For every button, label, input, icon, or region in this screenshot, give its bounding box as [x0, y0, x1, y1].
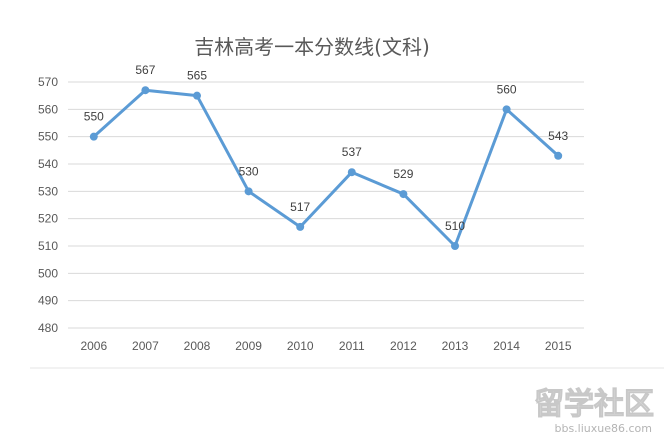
series-line	[92, 88, 560, 248]
data-point	[141, 86, 150, 95]
y-tick-label: 500	[38, 266, 58, 280]
data-point	[296, 222, 305, 231]
x-tick-label: 2012	[390, 339, 417, 353]
y-tick-label: 550	[38, 130, 58, 144]
gridlines	[68, 81, 584, 329]
data-label: 560	[497, 82, 517, 96]
x-tick-label: 2011	[339, 339, 365, 353]
data-label: 537	[342, 145, 362, 159]
data-point	[502, 105, 511, 114]
x-tick-label: 2009	[235, 339, 262, 353]
x-axis-tick-labels: 2006 2007 2008 2009 2010 2011 2012 2013 2014 2015	[80, 339, 571, 353]
data-point	[451, 242, 459, 250]
y-tick-label: 570	[38, 75, 58, 89]
y-tick-label: 480	[38, 321, 58, 335]
data-point	[244, 187, 253, 196]
data-label: 543	[548, 129, 568, 143]
data-label: 550	[84, 110, 104, 124]
y-tick-label: 510	[38, 239, 58, 253]
data-label: 530	[239, 164, 259, 178]
data-point	[193, 91, 201, 100]
data-labels: 550 567 565 530 517 537 529 510 560 543	[84, 63, 569, 233]
data-point	[347, 168, 356, 177]
series	[89, 86, 563, 250]
data-label: 567	[135, 63, 155, 77]
data-point	[89, 132, 98, 141]
y-axis-tick-labels: 480 490 500 510 520 530 540 550 560 570	[38, 75, 58, 335]
y-tick-label: 530	[38, 184, 58, 198]
x-tick-label: 2014	[493, 339, 520, 353]
watermark: 留学社区 bbs.liuxue86.com	[534, 387, 655, 436]
watermark-url: bbs.liuxue86.com	[554, 422, 652, 435]
y-tick-label: 560	[38, 102, 58, 116]
y-tick-label: 540	[38, 157, 58, 171]
y-tick-label: 490	[38, 294, 58, 308]
y-tick-label: 520	[38, 212, 58, 226]
x-tick-label: 2006	[80, 339, 107, 353]
data-label: 565	[187, 69, 207, 83]
x-tick-label: 2010	[287, 339, 314, 353]
x-tick-label: 2015	[545, 339, 572, 353]
data-label: 510	[445, 219, 465, 233]
x-tick-label: 2007	[132, 339, 159, 353]
data-label: 529	[393, 167, 413, 181]
chart-title: 吉林高考一本分数线(文科)	[194, 35, 430, 59]
data-point	[554, 151, 563, 160]
x-tick-label: 2013	[442, 339, 469, 353]
x-tick-label: 2008	[184, 339, 211, 353]
data-label: 517	[290, 200, 310, 214]
data-point	[399, 190, 408, 199]
watermark-logo: 留学社区	[534, 387, 654, 422]
